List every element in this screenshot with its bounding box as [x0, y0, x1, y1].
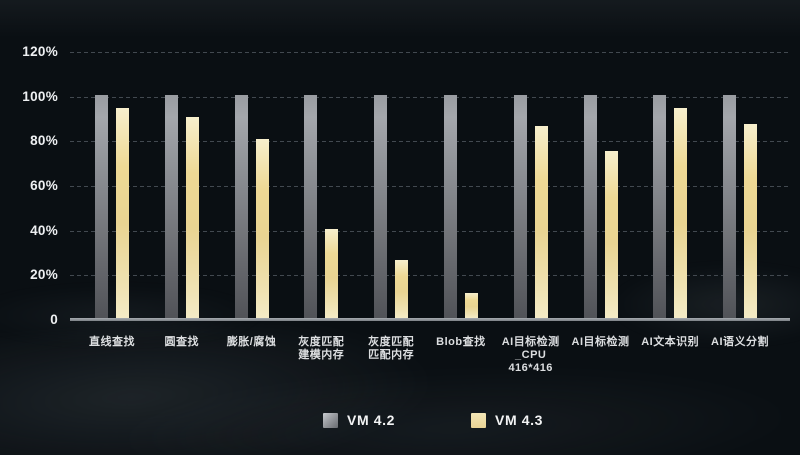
y-tick-label-80: 80%: [30, 133, 58, 149]
smoke-texture: [0, 0, 800, 38]
legend-swatch-vm42: [323, 412, 339, 428]
y-tick-label-0: 0: [50, 312, 58, 327]
bar-vm43: [185, 117, 199, 318]
bar-vm42: [653, 94, 667, 318]
y-tick-label-40: 40%: [30, 222, 58, 238]
x-axis-line: [70, 318, 790, 321]
plot-area: 120% 100% 80% 60% 40% 20% 0 直线查找 圆查找 膨胀/腐蚀 灰度匹配 建模内…: [22, 44, 790, 374]
gridline-40: [70, 230, 790, 232]
bar-vm43: [604, 150, 618, 318]
legend-swatch-vm43: [471, 412, 486, 428]
bar-vm43: [534, 125, 548, 318]
x-axis-label: 膨胀/腐蚀: [226, 336, 277, 348]
bar-vm42: [164, 94, 178, 318]
x-axis-label: AI目标检测 _CPU 416*416: [501, 336, 560, 374]
bar-vm42: [513, 94, 527, 318]
legend-item-vm43: VM 4.3: [471, 412, 543, 428]
gridline-60: [70, 186, 790, 187]
x-axis-label: AI语义分割: [711, 336, 769, 348]
bar-vm43: [674, 108, 688, 318]
bar-vm42: [95, 94, 108, 318]
bar-vm42: [583, 94, 597, 318]
bar-vm43: [255, 139, 269, 318]
y-tick-label-120: 120%: [22, 44, 58, 59]
bar-vm43: [116, 108, 129, 318]
x-axis-label: 灰度匹配 建模内存: [298, 336, 345, 361]
gridline-20: [70, 275, 790, 277]
smoke-texture: [108, 355, 800, 455]
bar-vm43: [395, 259, 409, 318]
y-tick-label-20: 20%: [30, 267, 58, 283]
x-axis-label: 圆查找: [164, 336, 200, 348]
bar-vm42: [443, 94, 457, 318]
bar-vm43: [464, 293, 478, 318]
bar-vm42: [374, 94, 388, 318]
x-axis-label: Blob查找: [436, 336, 486, 348]
gridline-100: [70, 96, 790, 98]
y-tick-label-100: 100%: [22, 88, 58, 104]
bar-vm43: [744, 123, 757, 318]
smoke-texture: [0, 313, 444, 455]
legend-item-vm42: VM 4.2: [323, 412, 395, 428]
y-tick-label-60: 60%: [30, 178, 58, 193]
legend-label-vm43: VM 4.3: [495, 412, 543, 428]
x-axis-label: AI目标检测: [571, 336, 630, 348]
legend-label-vm42: VM 4.2: [347, 412, 395, 428]
gridline-120: [70, 52, 790, 53]
gridline-80: [70, 141, 790, 143]
bar-vm42: [304, 94, 318, 318]
legend: VM 4.2 VM 4.3: [33, 412, 800, 428]
bar-vm42: [723, 94, 736, 318]
x-axis-label: 灰度匹配 匹配内存: [368, 336, 415, 361]
x-axis-label: 直线查找: [89, 336, 135, 348]
bar-vm43: [325, 228, 339, 318]
x-axis-label: AI文本识别: [641, 336, 700, 348]
bar-vm42: [234, 94, 248, 318]
